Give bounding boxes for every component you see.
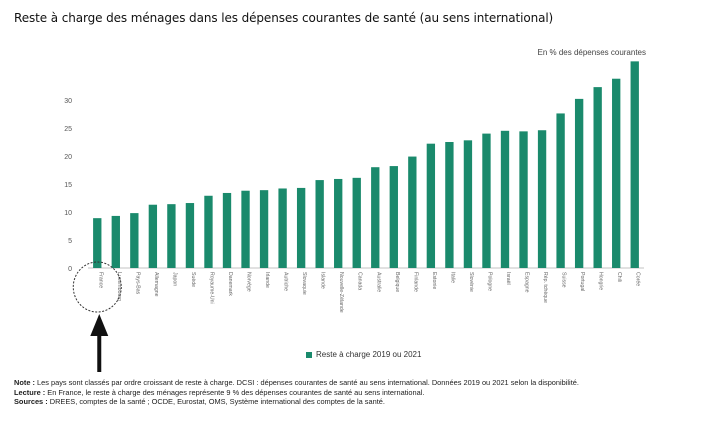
x-tick-label: Islande [320,272,326,289]
bar [630,61,639,268]
x-tick-label: Espagne [524,272,530,293]
bar [482,133,491,268]
bar [130,213,139,268]
bar [222,192,232,268]
x-tick-label: Belgique [394,272,400,292]
bar [371,167,380,268]
legend-swatch [306,351,312,358]
x-tick-label: Norvège [246,272,252,292]
notes-block: Note : Les pays sont classés par ordre c… [14,378,694,407]
x-tick-label: Irlande [264,272,270,288]
x-tick-label: Slovénie [468,272,474,292]
bar [148,204,158,268]
bar [93,218,102,268]
y-tick-label: 15 [64,182,72,189]
x-tick-label: Corée [635,272,641,286]
note-line: Note : Les pays sont classés par ordre c… [14,378,694,388]
x-tick-label: Suisse [561,272,567,288]
arrow-head [90,314,109,336]
bar [352,177,361,268]
x-tick-label: Pays-Bas [134,272,140,295]
note-label: Note : [14,378,35,387]
y-tick-label: 20 [64,154,72,161]
chart-title: Reste à charge des ménages dans les dépe… [14,11,554,25]
bar [519,131,528,268]
bar [315,180,324,268]
x-tick-label: Nouvelle-Zélande [338,272,344,313]
bar [593,87,602,269]
x-tick-label: Pologne [486,272,492,291]
sources-line: Sources : DREES, comptes de la santé ; O… [14,397,694,407]
bar [574,98,584,268]
bar [463,140,473,268]
bar [500,130,510,268]
x-tick-label: Italie [449,272,455,283]
bar [334,178,343,268]
x-tick-label: Hongrie [598,272,604,290]
note-text: Les pays sont classés par ordre croissan… [37,378,579,387]
bar [259,190,269,268]
lecture-line: Lecture : En France, le reste à charge d… [14,388,694,398]
bar [612,78,621,268]
sources-text: DREES, comptes de la santé ; OCDE, Euros… [49,397,385,407]
x-tick-label: Allemagne [153,272,159,297]
bar [426,143,436,268]
x-tick-label: Royaume-Uni [208,272,214,304]
bar [241,190,250,268]
x-tick-label: Suède [190,272,196,287]
bar [296,187,306,268]
y-tick-label: 30 [64,98,72,105]
bar [556,113,565,268]
bar [204,195,213,268]
x-tick-label: Estonie [431,272,437,289]
x-tick-label: France [97,272,103,288]
x-tick-label: Australie [375,272,381,292]
bar [537,130,547,268]
highlight-circle [72,261,122,313]
unit-label: En % des dépenses courantes [537,48,646,57]
bar [167,204,176,268]
x-tick-label: Danemark [227,272,233,296]
x-tick-label: Autriche [283,272,289,291]
lecture-text: En France, le reste à charge des ménages… [47,387,425,397]
x-tick-label: Finlande [412,272,418,292]
lecture-label: Lecture : [14,387,46,397]
x-tick-label: Chili [616,272,622,282]
bar [278,188,287,268]
bar [389,166,398,268]
y-tick-label: 0 [68,266,72,273]
bar [408,156,417,268]
sources-label: Sources : [14,397,48,407]
x-tick-label: Luxembourg [116,272,122,301]
x-tick-label: Canada [357,272,363,290]
y-tick-label: 10 [64,210,72,217]
x-tick-label: Slovaquie [301,272,307,295]
x-tick-label: Rép. tchèque [542,272,548,303]
x-tick-label: Israël [505,272,511,285]
bar [185,203,195,268]
x-tick-label: Portugal [579,272,585,291]
y-tick-label: 5 [68,238,72,245]
x-tick-label: Japon [171,272,177,286]
y-tick-label: 25 [64,126,72,133]
legend: Reste à charge 2019 ou 2021 [306,350,421,359]
legend-label: Reste à charge 2019 ou 2021 [316,350,422,359]
bar [445,142,454,268]
bar [111,215,120,268]
